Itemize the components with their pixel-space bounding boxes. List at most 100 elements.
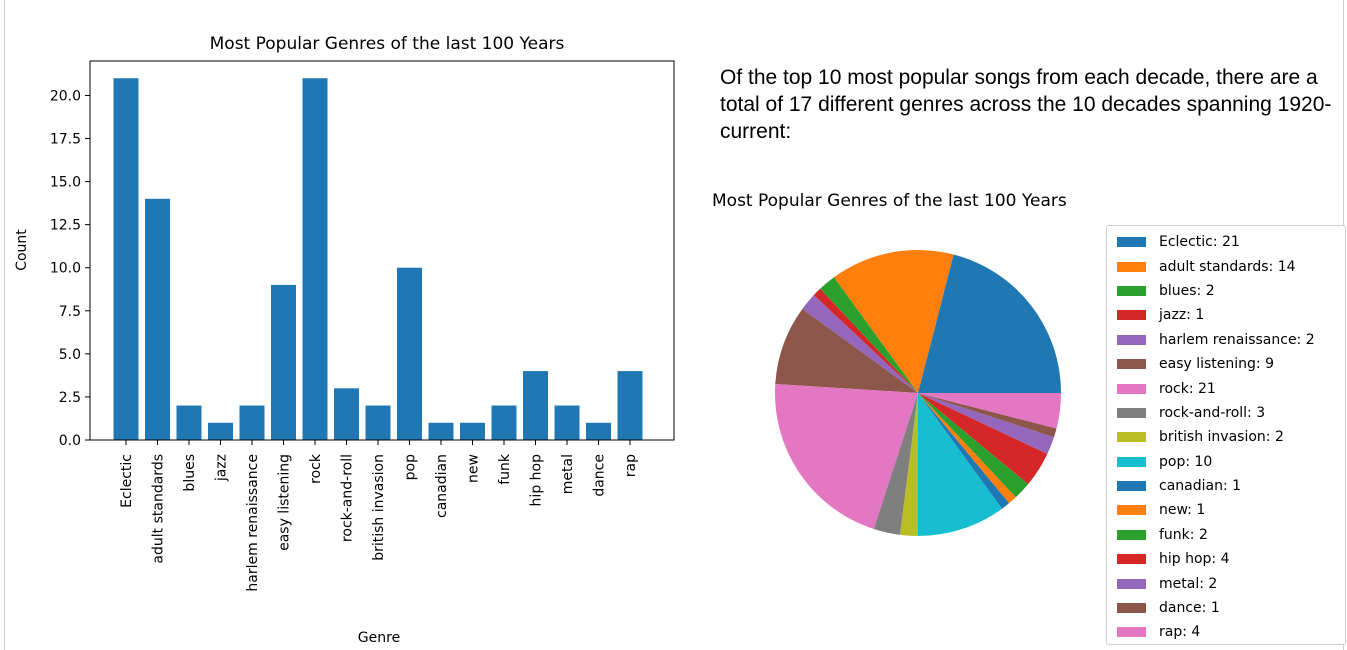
x-tick-label: rock-and-roll xyxy=(340,454,356,542)
bar xyxy=(460,422,485,440)
x-tick-label: british invasion xyxy=(371,454,387,561)
legend-label: jazz: 1 xyxy=(1159,307,1205,324)
legend-label: pop: 10 xyxy=(1159,453,1213,470)
y-tick-label: 2.5 xyxy=(59,390,81,406)
pie-slice xyxy=(918,393,1016,504)
x-tick-label: canadian xyxy=(434,454,450,518)
bar xyxy=(491,405,517,440)
plot-area-frame xyxy=(89,60,675,441)
legend-swatch xyxy=(1117,310,1146,321)
bar xyxy=(239,405,265,440)
x-tick-label: funk xyxy=(497,453,513,485)
legend-swatch xyxy=(1117,456,1146,467)
legend-item: funk: 2 xyxy=(1107,523,1345,547)
legend-item: new: 1 xyxy=(1107,498,1345,522)
y-axis-label: Count xyxy=(14,229,30,271)
legend-label: adult standards: 14 xyxy=(1159,258,1296,275)
y-tick-label: 17.5 xyxy=(50,132,81,148)
x-tick-label: Eclectic xyxy=(119,454,135,508)
bar xyxy=(176,405,202,440)
legend-swatch xyxy=(1117,383,1146,394)
legend-item: hip hop: 4 xyxy=(1107,547,1345,571)
x-tick-label: rap xyxy=(623,454,639,477)
x-tick-label: harlem renaissance xyxy=(245,454,261,592)
legend-swatch xyxy=(1117,432,1146,443)
x-tick-label: dance xyxy=(592,454,608,497)
legend-label: dance: 1 xyxy=(1159,600,1220,617)
pie-slice xyxy=(802,295,918,393)
pie-slice xyxy=(775,308,918,393)
y-tick-label: 20.0 xyxy=(50,88,81,104)
bar xyxy=(334,388,359,440)
pie-slice xyxy=(774,384,918,529)
x-tick-label: rock xyxy=(308,453,324,484)
legend-swatch xyxy=(1117,529,1146,540)
bar xyxy=(586,422,611,440)
legend-swatch xyxy=(1117,359,1146,370)
pie-slice xyxy=(918,393,1048,485)
legend-item: british invasion: 2 xyxy=(1107,425,1345,449)
pie-slice xyxy=(873,393,918,535)
legend-label: british invasion: 2 xyxy=(1159,429,1284,446)
legend-swatch xyxy=(1117,627,1146,638)
pie-legend: Eclectic: 21 adult standards: 14 blues: 2 j… xyxy=(1106,225,1346,645)
bar xyxy=(302,78,328,441)
legend-label: blues: 2 xyxy=(1159,282,1215,299)
legend-item: adult standards: 14 xyxy=(1107,254,1345,278)
y-tick-label: 5.0 xyxy=(59,347,81,363)
pie-slice xyxy=(918,393,1029,498)
legend-swatch xyxy=(1117,334,1146,345)
cell-border-left xyxy=(4,0,5,650)
x-tick-label: easy listening xyxy=(277,454,293,551)
pie-slice xyxy=(918,393,1054,454)
legend-item: rock-and-roll: 3 xyxy=(1107,401,1345,425)
legend-label: rap: 4 xyxy=(1159,624,1201,641)
legend-label: canadian: 1 xyxy=(1159,478,1242,495)
legend-swatch xyxy=(1117,407,1146,418)
x-tick-label: hip hop xyxy=(529,454,545,507)
pie-slice xyxy=(820,277,918,393)
description-text: Of the top 10 most popular songs from ea… xyxy=(720,66,1332,143)
y-tick-label: 12.5 xyxy=(50,218,81,234)
x-tick-label: pop xyxy=(403,454,419,480)
bar xyxy=(523,371,548,440)
legend-item: jazz: 1 xyxy=(1107,303,1345,327)
legend-item: rock: 21 xyxy=(1107,376,1345,400)
pie-slice xyxy=(918,393,1010,509)
legend-item: canadian: 1 xyxy=(1107,474,1345,498)
legend-item: rap: 4 xyxy=(1107,620,1345,644)
legend-label: funk: 2 xyxy=(1159,526,1208,543)
bar xyxy=(554,405,580,440)
bar-chart: Most Popular Genres of the last 100 Year… xyxy=(14,34,675,646)
legend-item: Eclectic: 21 xyxy=(1107,230,1345,254)
legend-item: metal: 2 xyxy=(1107,571,1345,595)
y-tick-label: 15.0 xyxy=(50,175,81,191)
pie-slice xyxy=(833,249,954,393)
legend-item: easy listening: 9 xyxy=(1107,352,1345,376)
legend-item: blues: 2 xyxy=(1107,279,1345,303)
legend-label: easy listening: 9 xyxy=(1159,356,1274,373)
pie-slice xyxy=(918,393,1057,438)
legend-label: metal: 2 xyxy=(1159,575,1218,592)
legend-swatch xyxy=(1117,603,1146,614)
x-tick-label: adult standards xyxy=(151,454,167,564)
pie-slice xyxy=(918,393,1003,536)
bar xyxy=(617,371,643,440)
legend-label: hip hop: 4 xyxy=(1159,551,1230,568)
legend-label: Eclectic: 21 xyxy=(1159,234,1240,251)
x-tick-label: metal xyxy=(560,454,576,494)
y-tick-label: 0.0 xyxy=(59,433,81,449)
bar xyxy=(145,198,170,440)
legend-swatch xyxy=(1117,285,1146,296)
pie-chart: Most Popular Genres of the last 100 Year… xyxy=(712,191,1067,536)
legend-label: rock-and-roll: 3 xyxy=(1159,404,1266,421)
legend-item: pop: 10 xyxy=(1107,450,1345,474)
bar xyxy=(271,284,296,440)
x-tick-label: blues xyxy=(182,454,198,492)
pie-slice xyxy=(918,254,1061,393)
legend-swatch xyxy=(1117,237,1146,248)
legend-label: rock: 21 xyxy=(1159,380,1216,397)
legend-label: harlem renaissance: 2 xyxy=(1159,331,1315,348)
bar xyxy=(428,422,454,440)
legend-swatch xyxy=(1117,505,1146,516)
